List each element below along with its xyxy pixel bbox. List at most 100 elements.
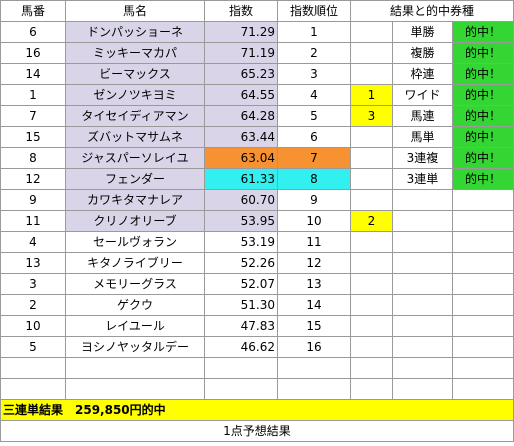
cell-horse-name[interactable]: セールヴォラン (65, 231, 205, 253)
cell-rank[interactable]: 11 (277, 231, 351, 253)
header-rank[interactable]: 指数順位 (277, 0, 351, 22)
cell-rank[interactable]: 15 (277, 315, 351, 337)
cell-horse-name[interactable]: カワキタマナレア (65, 189, 205, 211)
cell-mark[interactable] (350, 126, 393, 148)
cell-mark[interactable]: 2 (350, 210, 393, 232)
cell-index[interactable]: 52.26 (204, 252, 278, 274)
cell-hit[interactable]: 的中！ (452, 105, 514, 127)
cell-horse-name[interactable]: ミッキーマカパ (65, 42, 205, 64)
cell-horse-number[interactable]: 10 (0, 315, 66, 337)
summary-cell[interactable]: 三連単結果 259,850円的中 (0, 399, 514, 421)
cell-mark[interactable] (350, 21, 393, 43)
cell-index[interactable]: 64.28 (204, 105, 278, 127)
cell-horse-name[interactable]: クリノオリーブ (65, 210, 205, 232)
cell-index[interactable]: 53.95 (204, 210, 278, 232)
cell-bet-type[interactable]: 馬連 (392, 105, 453, 127)
cell-mark[interactable] (350, 294, 393, 316)
blank-cell[interactable] (277, 378, 351, 400)
cell-hit[interactable]: 的中！ (452, 126, 514, 148)
footer-cell[interactable]: 1点予想結果 (0, 420, 514, 442)
cell-index[interactable]: 63.44 (204, 126, 278, 148)
cell-mark[interactable] (350, 189, 393, 211)
cell-rank[interactable]: 6 (277, 126, 351, 148)
cell-index[interactable]: 60.70 (204, 189, 278, 211)
cell-horse-number[interactable]: 9 (0, 189, 66, 211)
cell-hit[interactable]: 的中！ (452, 168, 514, 190)
cell-horse-number[interactable]: 5 (0, 336, 66, 358)
cell-rank[interactable]: 2 (277, 42, 351, 64)
blank-cell[interactable] (204, 378, 278, 400)
cell-bet-type[interactable]: 枠連 (392, 63, 453, 85)
cell-horse-number[interactable]: 4 (0, 231, 66, 253)
cell-horse-name[interactable]: ズバットマサムネ (65, 126, 205, 148)
cell-horse-name[interactable]: ジャスパーソレイユ (65, 147, 205, 169)
cell-horse-name[interactable]: タイセイディアマン (65, 105, 205, 127)
cell-hit[interactable]: 的中！ (452, 21, 514, 43)
cell-horse-number[interactable]: 16 (0, 42, 66, 64)
blank-cell[interactable] (0, 378, 66, 400)
cell-horse-number[interactable]: 15 (0, 126, 66, 148)
cell-hit[interactable] (452, 231, 514, 253)
cell-hit[interactable]: 的中！ (452, 147, 514, 169)
cell-hit[interactable] (452, 210, 514, 232)
cell-index[interactable]: 51.30 (204, 294, 278, 316)
cell-hit[interactable] (452, 294, 514, 316)
cell-horse-number[interactable]: 7 (0, 105, 66, 127)
blank-cell[interactable] (277, 357, 351, 379)
cell-hit[interactable] (452, 273, 514, 295)
cell-mark[interactable] (350, 231, 393, 253)
cell-bet-type[interactable] (392, 273, 453, 295)
cell-bet-type[interactable]: 馬単 (392, 126, 453, 148)
cell-mark[interactable] (350, 63, 393, 85)
cell-hit[interactable]: 的中！ (452, 84, 514, 106)
cell-mark[interactable] (350, 252, 393, 274)
cell-horse-number[interactable]: 2 (0, 294, 66, 316)
blank-cell[interactable] (204, 357, 278, 379)
cell-horse-number[interactable]: 3 (0, 273, 66, 295)
cell-bet-type[interactable]: 3連複 (392, 147, 453, 169)
cell-horse-number[interactable]: 12 (0, 168, 66, 190)
cell-horse-number[interactable]: 14 (0, 63, 66, 85)
cell-mark[interactable] (350, 336, 393, 358)
cell-horse-name[interactable]: ゲクウ (65, 294, 205, 316)
header-num[interactable]: 馬番 (0, 0, 66, 22)
cell-horse-name[interactable]: ヨシノヤッタルデー (65, 336, 205, 358)
cell-rank[interactable]: 16 (277, 336, 351, 358)
cell-index[interactable]: 61.33 (204, 168, 278, 190)
cell-hit[interactable] (452, 336, 514, 358)
cell-mark[interactable] (350, 273, 393, 295)
cell-rank[interactable]: 4 (277, 84, 351, 106)
cell-bet-type[interactable] (392, 231, 453, 253)
blank-cell[interactable] (452, 357, 514, 379)
cell-bet-type[interactable] (392, 294, 453, 316)
cell-rank[interactable]: 3 (277, 63, 351, 85)
cell-index[interactable]: 71.29 (204, 21, 278, 43)
cell-rank[interactable]: 10 (277, 210, 351, 232)
cell-bet-type[interactable] (392, 252, 453, 274)
header-result[interactable]: 結果と的中券種 (350, 0, 514, 22)
cell-index[interactable]: 63.04 (204, 147, 278, 169)
cell-mark[interactable]: 3 (350, 105, 393, 127)
cell-horse-name[interactable]: ゼンノツキヨミ (65, 84, 205, 106)
cell-horse-name[interactable]: レイユール (65, 315, 205, 337)
header-index[interactable]: 指数 (204, 0, 278, 22)
cell-bet-type[interactable] (392, 315, 453, 337)
header-name[interactable]: 馬名 (65, 0, 205, 22)
blank-cell[interactable] (0, 357, 66, 379)
cell-horse-name[interactable]: キタノライブリー (65, 252, 205, 274)
cell-index[interactable]: 53.19 (204, 231, 278, 253)
cell-hit[interactable] (452, 189, 514, 211)
cell-index[interactable]: 52.07 (204, 273, 278, 295)
cell-rank[interactable]: 1 (277, 21, 351, 43)
cell-horse-number[interactable]: 11 (0, 210, 66, 232)
cell-rank[interactable]: 13 (277, 273, 351, 295)
cell-hit[interactable]: 的中！ (452, 63, 514, 85)
cell-bet-type[interactable]: ワイド (392, 84, 453, 106)
cell-mark[interactable] (350, 168, 393, 190)
cell-index[interactable]: 65.23 (204, 63, 278, 85)
cell-index[interactable]: 64.55 (204, 84, 278, 106)
cell-hit[interactable] (452, 252, 514, 274)
cell-bet-type[interactable]: 複勝 (392, 42, 453, 64)
cell-bet-type[interactable] (392, 189, 453, 211)
cell-rank[interactable]: 5 (277, 105, 351, 127)
